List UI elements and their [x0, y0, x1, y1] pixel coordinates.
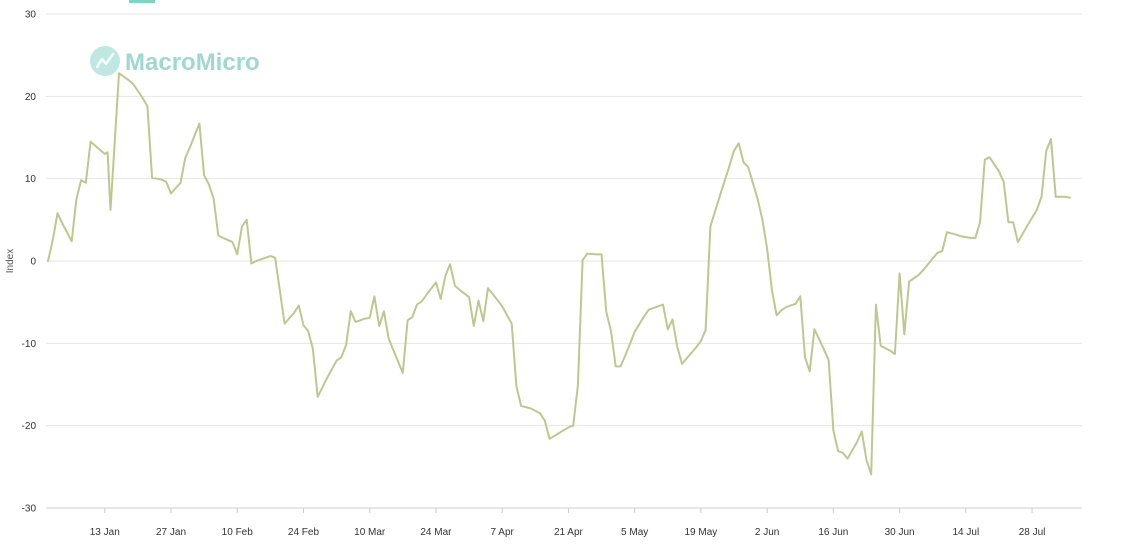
series-line	[47, 72, 1071, 476]
x-tick-label: 7 Apr	[491, 527, 515, 538]
x-tick-label: 5 May	[621, 527, 648, 538]
x-tick-label: 14 Jul	[952, 527, 979, 538]
y-axis-ticks: 30 20 10 0 -10 -20 -30	[22, 10, 37, 515]
y-tick-label: 10	[25, 174, 37, 185]
x-tick-label: 21 Apr	[554, 527, 584, 538]
x-tick-label: 28 Jul	[1019, 527, 1046, 538]
x-tick-label: 19 May	[684, 527, 717, 538]
y-tick-label: 30	[25, 10, 37, 21]
x-tick-label: 30 Jun	[885, 527, 915, 538]
y-axis-title: Index	[5, 249, 16, 273]
x-tick-label: 24 Mar	[420, 527, 452, 538]
x-tick-label: 10 Mar	[354, 527, 386, 538]
x-tick-label: 10 Feb	[222, 527, 254, 538]
series-layer	[47, 72, 1071, 476]
x-tick-label: 16 Jun	[818, 527, 848, 538]
top-teal-tab	[129, 0, 155, 3]
y-tick-label: 20	[25, 92, 37, 103]
x-tick-label: 2 Jun	[755, 527, 779, 538]
y-tick-label: -20	[22, 421, 37, 432]
x-tick-label: 13 Jan	[90, 527, 120, 538]
y-tick-label: -30	[22, 504, 37, 515]
y-tick-label: -10	[22, 339, 37, 350]
watermark: MacroMicro	[90, 46, 260, 76]
watermark-text: MacroMicro	[125, 49, 260, 76]
x-tick-label: 27 Jan	[156, 527, 186, 538]
y-tick-label: 0	[30, 257, 36, 268]
x-axis-ticks: 13 Jan 27 Jan 10 Feb 24 Feb 10 Mar 24 Mar 7 Ap…	[46, 507, 1082, 538]
macromicro-logo-icon	[90, 46, 120, 76]
x-tick-label: 24 Feb	[288, 527, 320, 538]
